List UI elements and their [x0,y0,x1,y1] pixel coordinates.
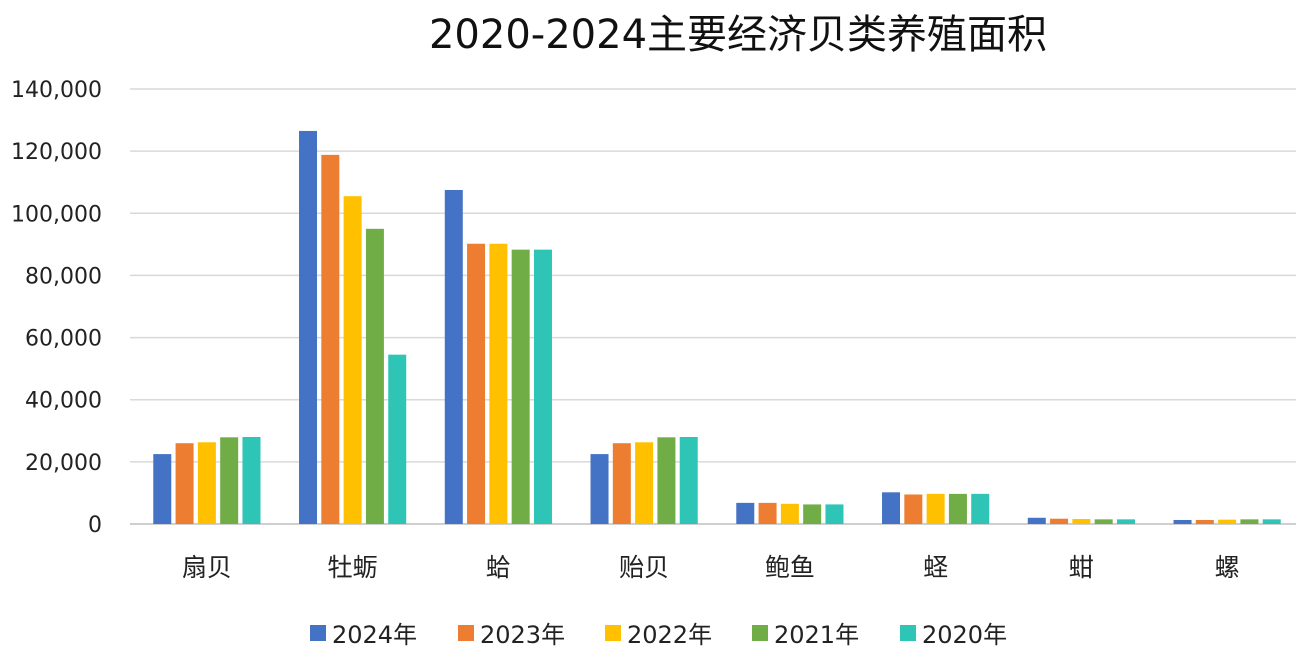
bar [153,454,172,524]
bar [971,493,990,524]
bar [467,243,486,524]
x-tick-label: 蛏 [923,553,948,582]
bar [1027,517,1046,524]
legend-label: 2022年 [627,621,712,649]
bar [1050,518,1069,524]
x-tick-label: 鲍鱼 [765,553,815,582]
bar [780,503,799,524]
bar [926,493,945,524]
bar [444,189,463,524]
y-tick-label: 120,000 [11,140,102,165]
bars [153,130,1281,525]
y-tick-label: 60,000 [25,327,102,352]
bar [1173,519,1192,524]
y-tick-label: 100,000 [11,202,102,227]
bar [220,437,239,524]
x-tick-label: 牡蛎 [328,553,378,582]
chart-title: 2020-2024主要经济贝类养殖面积 [429,12,1047,58]
bar [803,504,822,524]
bar [948,493,967,524]
bar [1240,519,1259,524]
x-tick-label: 贻贝 [619,553,669,582]
bar [321,154,340,524]
legend: 2024年 2023年 2022年 2021年 2020年 [310,621,1007,649]
bar [1218,519,1237,524]
x-tick-label: 螺 [1215,553,1240,582]
bar [679,437,698,524]
y-tick-label: 0 [88,513,102,538]
legend-swatch [900,625,916,641]
bar [736,502,755,524]
bar [882,492,901,524]
bar [1195,519,1214,524]
bar [1262,519,1281,524]
bar [388,354,407,524]
x-axis-ticks: 扇贝 牡蛎 蛤 贻贝 鲍鱼 蛏 蚶 螺 [182,553,1240,582]
bar [635,442,654,524]
y-axis-ticks: 0 20,000 40,000 60,000 80,000 100,000 120,000 1… [11,78,102,538]
bar [1116,519,1135,524]
bar [533,249,552,524]
bar [242,437,261,524]
legend-label: 2021年 [774,621,859,649]
bar [1072,519,1091,524]
bar [758,502,777,524]
legend-label: 2023年 [480,621,565,649]
y-tick-label: 20,000 [25,451,102,476]
bar [299,130,318,525]
y-tick-label: 80,000 [25,264,102,289]
bar [511,249,530,524]
bar [612,443,631,524]
y-tick-label: 40,000 [25,389,102,414]
legend-swatch [752,625,768,641]
x-tick-label: 蛤 [486,553,511,582]
legend-swatch [310,625,326,641]
bar [1094,519,1113,524]
bar [343,196,362,525]
bar [657,437,676,524]
legend-label: 2024年 [332,621,417,649]
bar [825,504,844,524]
x-tick-label: 扇贝 [182,553,232,582]
x-tick-label: 蚶 [1069,553,1094,582]
bar [365,228,384,525]
bar [590,454,609,524]
bar [175,443,194,524]
legend-label: 2020年 [922,621,1007,649]
bar [904,494,923,524]
y-tick-label: 140,000 [11,78,102,103]
bar [197,442,216,524]
bar [489,243,508,524]
legend-swatch [458,625,474,641]
legend-swatch [605,625,621,641]
